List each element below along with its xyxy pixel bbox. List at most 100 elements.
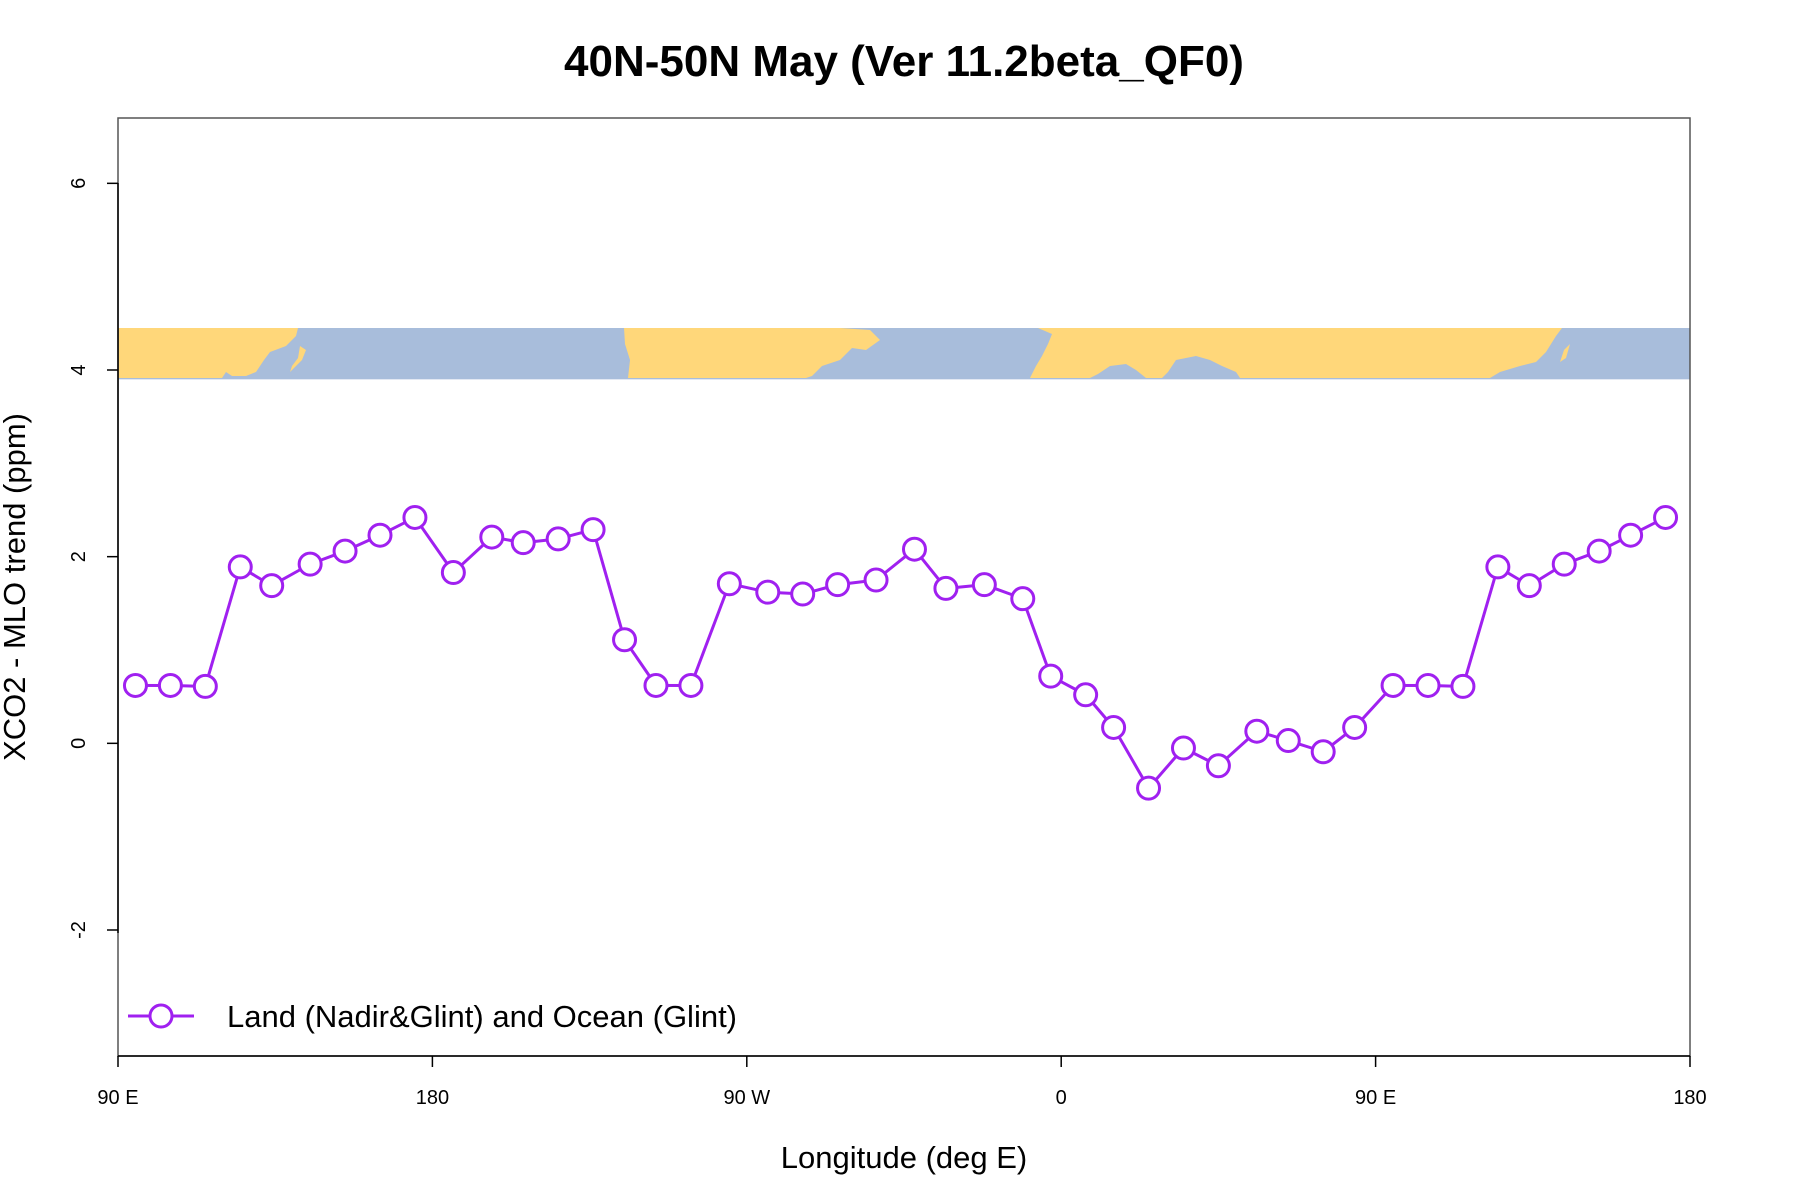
data-point: [790, 581, 816, 607]
data-point: [1551, 551, 1577, 577]
series-line-segment: [920, 556, 941, 581]
series-line-segment: [1298, 742, 1314, 750]
legend-entry-label: Land (Nadir&Glint) and Ocean (Glint): [227, 999, 737, 1034]
series-line-segment: [1059, 679, 1077, 691]
series-line-segment: [778, 591, 792, 595]
series-line-segment: [629, 647, 651, 678]
x-axis-label: Longitude (deg E): [781, 1140, 1027, 1175]
data-point: [479, 524, 505, 550]
data-point: [678, 672, 704, 698]
data-point: [1010, 586, 1036, 612]
y-axis-label: XCO2 - MLO trend (ppm): [0, 413, 32, 761]
series-line-segment: [568, 530, 583, 538]
x-tick-label: 90 E: [1355, 1087, 1396, 1109]
data-point: [1310, 739, 1336, 765]
series-line-segment: [1574, 553, 1590, 562]
y-axis: -2 0 2 4 6: [68, 178, 119, 939]
series-line-segment: [502, 537, 513, 543]
data-point: [1380, 672, 1406, 698]
data-point: [1618, 522, 1644, 548]
series-line-segment: [534, 538, 548, 543]
map-strip-land: [118, 328, 1570, 378]
legend-marker-swatch: [148, 1003, 174, 1029]
x-axis: 90 E 180 90 W 0 90 E 180: [97, 1055, 1707, 1109]
x-tick-label: 180: [1673, 1087, 1706, 1109]
data-point: [1653, 504, 1679, 530]
series-line-segment: [848, 579, 866, 585]
series-line-segment: [1608, 538, 1622, 548]
data-point: [1450, 673, 1476, 699]
data-point: [157, 672, 183, 698]
series-layer: [122, 504, 1679, 801]
data-point: [192, 673, 218, 699]
data-point: [1038, 663, 1064, 689]
series-line-segment: [594, 539, 623, 630]
data-point: [440, 560, 466, 586]
series-line-segment: [419, 525, 449, 565]
series-line-segment: [280, 568, 302, 582]
series-line-segment: [319, 553, 336, 562]
series-line-segment: [1639, 521, 1657, 532]
x-tick-label: 90 E: [97, 1087, 138, 1109]
data-point: [545, 526, 571, 552]
data-point: [1205, 753, 1231, 779]
data-point: [901, 536, 927, 562]
series-line-segment: [994, 587, 1013, 597]
data-point: [755, 579, 781, 605]
data-point: [1244, 718, 1270, 744]
data-point: [1342, 714, 1368, 740]
data-point: [971, 572, 997, 598]
series-line-segment: [739, 584, 758, 592]
data-point: [227, 554, 253, 580]
data-point: [510, 530, 536, 556]
series-line-segment: [1464, 577, 1497, 677]
data-point: [332, 538, 358, 564]
data-point: [863, 567, 889, 593]
series-line-segment: [1225, 737, 1250, 760]
data-point: [716, 571, 742, 597]
data-point: [612, 627, 638, 653]
data-point: [1485, 554, 1511, 580]
data-point: [1101, 714, 1127, 740]
y-tick-label: 6: [68, 178, 90, 189]
data-point: [580, 517, 606, 543]
data-point: [1136, 775, 1162, 801]
data-point: [402, 504, 428, 530]
map-strip: [118, 328, 1690, 380]
y-tick-label: 0: [68, 738, 90, 749]
series-line-segment: [206, 577, 239, 677]
series-line-segment: [1506, 571, 1521, 582]
data-point: [1415, 672, 1441, 698]
series-line-segment: [1117, 736, 1145, 780]
series-line-segment: [389, 521, 406, 532]
data-point: [933, 575, 959, 601]
data-point: [643, 672, 669, 698]
y-tick-label: 4: [68, 364, 90, 375]
series-line-segment: [883, 554, 907, 575]
y-tick-label: 2: [68, 551, 90, 562]
series-line-segment: [1154, 755, 1178, 781]
series-line-segment: [248, 571, 264, 582]
series-line-segment: [1360, 692, 1387, 721]
series-line-segment: [1192, 751, 1210, 763]
data-point: [367, 522, 393, 548]
series-line-segment: [693, 593, 727, 676]
series-line-segment: [812, 586, 828, 593]
data-point: [1516, 573, 1542, 599]
x-tick-label: 90 W: [723, 1087, 770, 1109]
data-point: [1170, 735, 1196, 761]
legend: Land (Nadir&Glint) and Ocean (Glint): [128, 999, 737, 1034]
data-point: [1073, 682, 1099, 708]
series-line-segment: [354, 538, 371, 548]
data-point: [297, 551, 323, 577]
x-tick-label: 180: [416, 1087, 449, 1109]
series-line-segment: [956, 584, 974, 589]
series-line-segment: [1330, 733, 1347, 747]
series-line-segment: [1025, 608, 1049, 667]
chart-title: 40N-50N May (Ver 11.2beta_QF0): [564, 37, 1244, 86]
data-point: [259, 573, 285, 599]
y-tick-label: -2: [68, 921, 90, 939]
data-point: [825, 572, 851, 598]
data-point: [1586, 538, 1612, 564]
